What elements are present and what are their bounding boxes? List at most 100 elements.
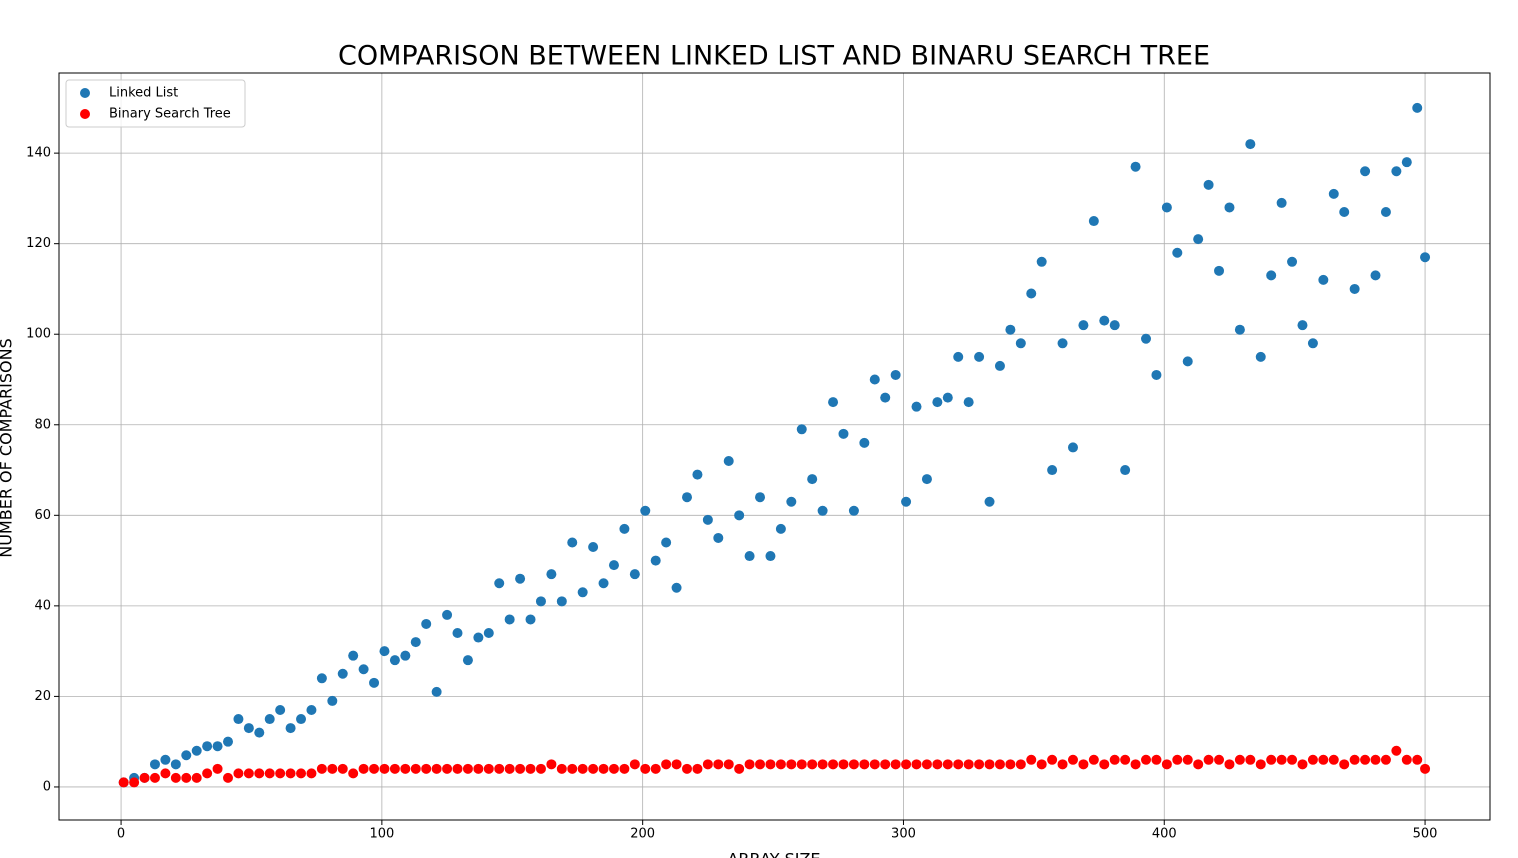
point (525, 763, 536, 774)
point (285, 768, 296, 779)
point (431, 686, 442, 697)
point (1255, 759, 1266, 770)
point (1067, 754, 1078, 765)
point (379, 646, 390, 657)
point (1130, 759, 1141, 770)
x-tick-label: 500 (1413, 827, 1438, 842)
point (462, 763, 473, 774)
point (316, 673, 327, 684)
point (1420, 763, 1431, 774)
point (619, 763, 630, 774)
point (222, 736, 233, 747)
point (1266, 754, 1277, 765)
point (410, 637, 421, 648)
point (880, 392, 891, 403)
point (243, 723, 254, 734)
point (316, 763, 327, 774)
point (1318, 274, 1329, 285)
point (1380, 754, 1391, 765)
point (692, 469, 703, 480)
point (452, 628, 463, 639)
point (264, 714, 275, 725)
point (483, 763, 494, 774)
point (1005, 759, 1016, 770)
point (1266, 270, 1277, 281)
point (129, 777, 140, 788)
point (1120, 465, 1131, 476)
point (567, 763, 578, 774)
point (358, 763, 369, 774)
point (494, 578, 505, 589)
point (1005, 324, 1016, 335)
point (160, 768, 171, 779)
y-tick-label: 100 (26, 327, 51, 342)
point (1026, 754, 1037, 765)
point (275, 704, 286, 715)
point (911, 401, 922, 412)
point (442, 763, 453, 774)
point (191, 772, 202, 783)
point (1067, 442, 1078, 453)
point (702, 514, 713, 525)
point (1349, 754, 1360, 765)
point (775, 759, 786, 770)
point (1182, 356, 1193, 367)
point (755, 759, 766, 770)
point (327, 763, 338, 774)
point (358, 664, 369, 675)
point (859, 759, 870, 770)
point (1088, 216, 1099, 227)
point (149, 772, 160, 783)
point (296, 768, 307, 779)
point (1297, 320, 1308, 331)
point (1203, 179, 1214, 190)
point (400, 763, 411, 774)
point (1151, 369, 1162, 380)
point (1380, 206, 1391, 217)
point (984, 759, 995, 770)
legend-label: Binary Search Tree (109, 107, 231, 122)
point (629, 759, 640, 770)
point (796, 759, 807, 770)
point (1015, 759, 1026, 770)
point (932, 397, 943, 408)
point (1276, 754, 1287, 765)
point (994, 360, 1005, 371)
point (556, 763, 567, 774)
x-axis-label: ARRAY SIZE (727, 850, 820, 858)
point (389, 763, 400, 774)
point (1287, 256, 1298, 267)
point (838, 759, 849, 770)
point (629, 569, 640, 580)
point (233, 714, 244, 725)
point (869, 759, 880, 770)
point (640, 505, 651, 516)
point (765, 759, 776, 770)
legend-box (65, 79, 246, 128)
point (1047, 754, 1058, 765)
y-tick-label: 20 (34, 689, 51, 704)
point (723, 455, 734, 466)
point (890, 759, 901, 770)
point (702, 759, 713, 770)
point (1318, 754, 1329, 765)
point (953, 759, 964, 770)
point (1099, 315, 1110, 326)
point (275, 768, 286, 779)
point (1370, 270, 1381, 281)
point (1224, 202, 1235, 213)
point (567, 537, 578, 548)
point (264, 768, 275, 779)
point (400, 650, 411, 661)
point (452, 763, 463, 774)
point (348, 768, 359, 779)
point (828, 397, 839, 408)
legend-label: Linked List (109, 86, 178, 101)
point (1297, 759, 1308, 770)
point (921, 474, 932, 485)
point (212, 763, 223, 774)
point (890, 369, 901, 380)
point (1307, 338, 1318, 349)
point (963, 759, 974, 770)
